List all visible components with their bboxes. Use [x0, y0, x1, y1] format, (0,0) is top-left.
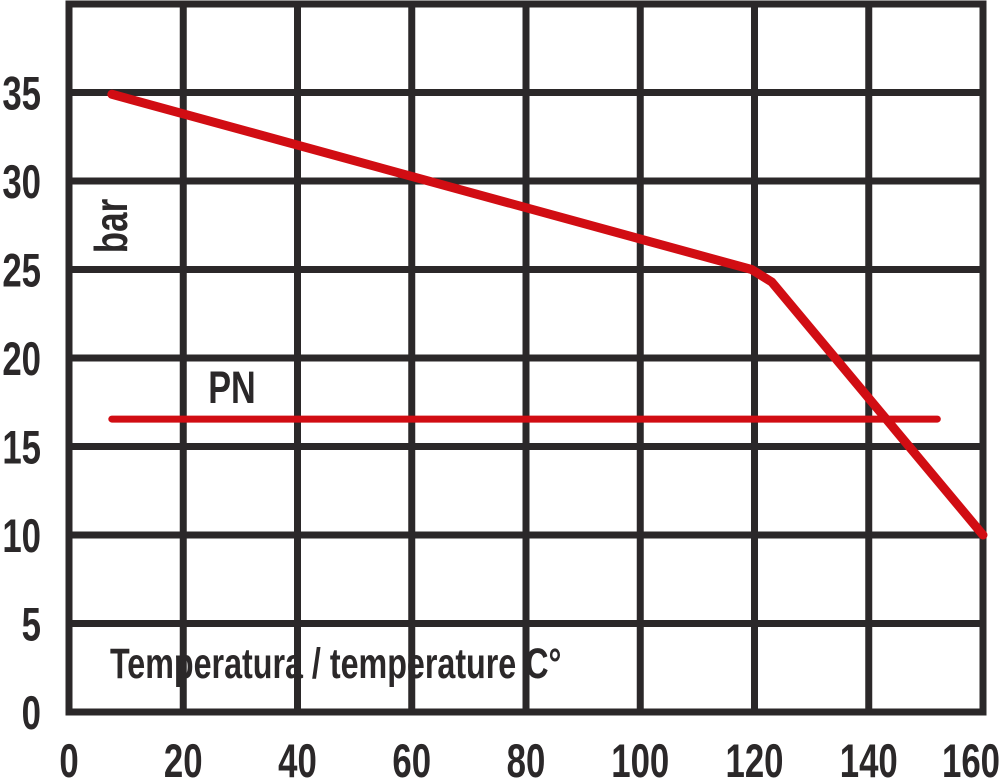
y-axis-tick-label: 15 [2, 421, 41, 473]
y-axis-tick-label: 5 [22, 598, 41, 650]
x-axis-tick-label: 100 [611, 735, 669, 781]
x-axis-tick-label: 160 [942, 735, 1000, 781]
y-axis-tick-label: 20 [2, 333, 41, 385]
pn-annotation-label: PN [208, 362, 256, 413]
x-axis-tick-label: 120 [725, 735, 783, 781]
y-axis-tick-label: 10 [2, 510, 41, 562]
y-axis-tick-label: 30 [2, 156, 41, 208]
y-axis-tick-label: 25 [2, 244, 41, 296]
x-axis-tick-label: 140 [840, 735, 898, 781]
x-axis-tick-label: 0 [59, 735, 78, 781]
y-axis-tick-label: 0 [22, 687, 41, 739]
x-axis-title: Temperatura / temperature C° [110, 640, 562, 688]
x-axis-tick-label: 80 [507, 735, 546, 781]
x-axis-tick-label: 40 [278, 735, 317, 781]
x-axis-tick-label: 60 [392, 735, 431, 781]
series-limit-curve [107, 89, 988, 540]
x-axis-tick-label: 20 [164, 735, 203, 781]
y-axis-unit-label: bar [85, 198, 137, 254]
y-axis-tick-label: 35 [2, 67, 41, 119]
